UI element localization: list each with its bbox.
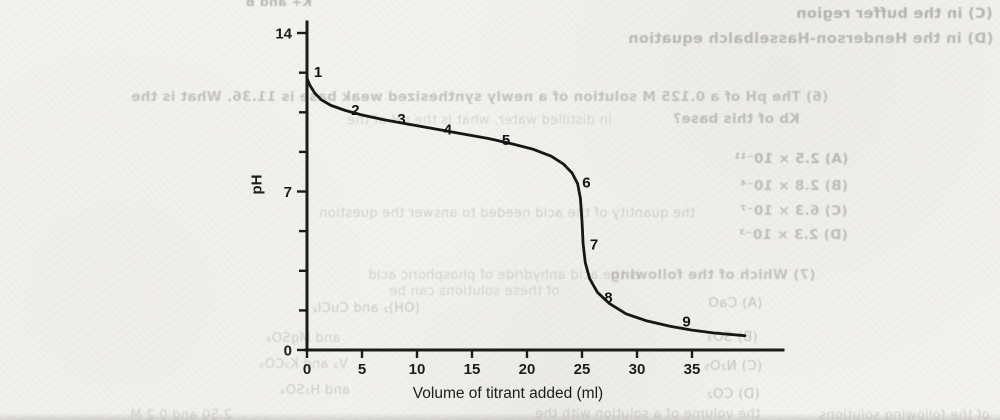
x-tick-label: 30 xyxy=(629,361,646,378)
scan-edge-smudge xyxy=(0,413,1000,420)
y-tick-label: 0 xyxy=(284,342,292,359)
y-tick-label: 7 xyxy=(284,184,292,201)
curve-point-label: 8 xyxy=(604,289,612,306)
x-tick-label: 15 xyxy=(464,361,481,378)
x-tick-label: 0 xyxy=(303,361,311,378)
curve-point-label: 5 xyxy=(502,132,510,149)
x-tick-label: 10 xyxy=(409,361,426,378)
titration-curve xyxy=(305,76,747,338)
x-tick-label: 20 xyxy=(519,361,536,378)
curve-point-label: 3 xyxy=(397,111,405,128)
y-tick-label: 14 xyxy=(275,25,292,42)
x-tick-label: 5 xyxy=(358,361,366,378)
curve-point-label: 4 xyxy=(444,121,453,138)
curve-point-label: 9 xyxy=(682,313,690,330)
curve-point-label: 6 xyxy=(582,174,590,191)
x-tick-label: 25 xyxy=(574,361,591,378)
curve-point-label: 7 xyxy=(590,236,598,253)
x-tick-label: 35 xyxy=(684,361,701,378)
curve-point-label: 2 xyxy=(351,102,359,119)
curve-point-label: 1 xyxy=(314,64,322,81)
y-axis-title: pH xyxy=(248,174,266,195)
x-axis-title: Volume of titrant added (ml) xyxy=(412,385,604,402)
